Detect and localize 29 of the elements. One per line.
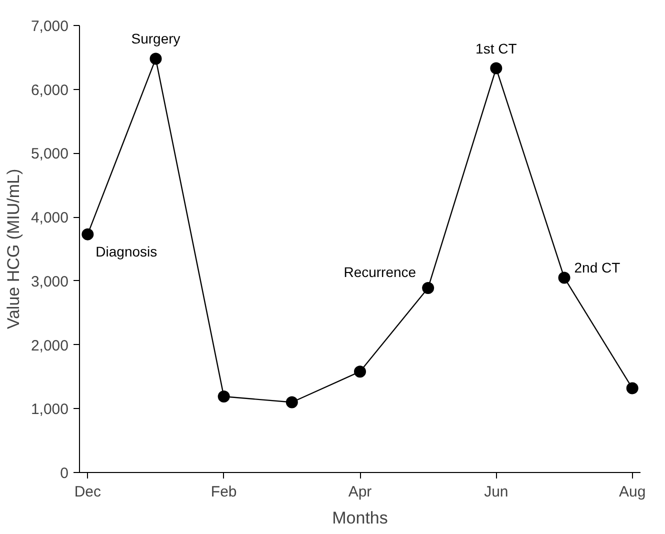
y-tick-label: 6,000 [30,82,69,99]
point [354,366,366,378]
x-tick-label: Aug [618,484,646,500]
point [150,52,162,65]
y-axis-title: Value HCG (MIU/mL) [4,168,23,330]
annotation: Diagnosis [96,243,158,260]
x-tick-label: Dec [74,484,102,500]
annotation: Surgery [131,30,180,47]
point [286,396,298,408]
point [490,62,502,74]
x-tick-label: Apr [348,484,372,500]
x-tick-label: Jun [484,484,508,500]
x-axis-title: Months [332,508,388,528]
annotation: 2nd CT [574,260,621,276]
y-tick-label: 2,000 [30,337,69,354]
x-tick-label: Feb [210,484,237,500]
annotation: Recurrence [344,264,416,280]
point [558,272,570,284]
point [218,390,230,402]
y-tick-label: 0 [60,465,68,482]
point [422,282,434,294]
y-tick-label: 5,000 [30,146,69,163]
y-tick-label: 1,000 [30,401,69,418]
y-tick-label: 3,000 [30,273,69,290]
point [626,382,638,394]
y-tick-label: 7,000 [30,18,69,35]
point [82,228,94,240]
y-tick-label: 4,000 [30,210,69,227]
annotation: 1st CT [476,40,518,56]
